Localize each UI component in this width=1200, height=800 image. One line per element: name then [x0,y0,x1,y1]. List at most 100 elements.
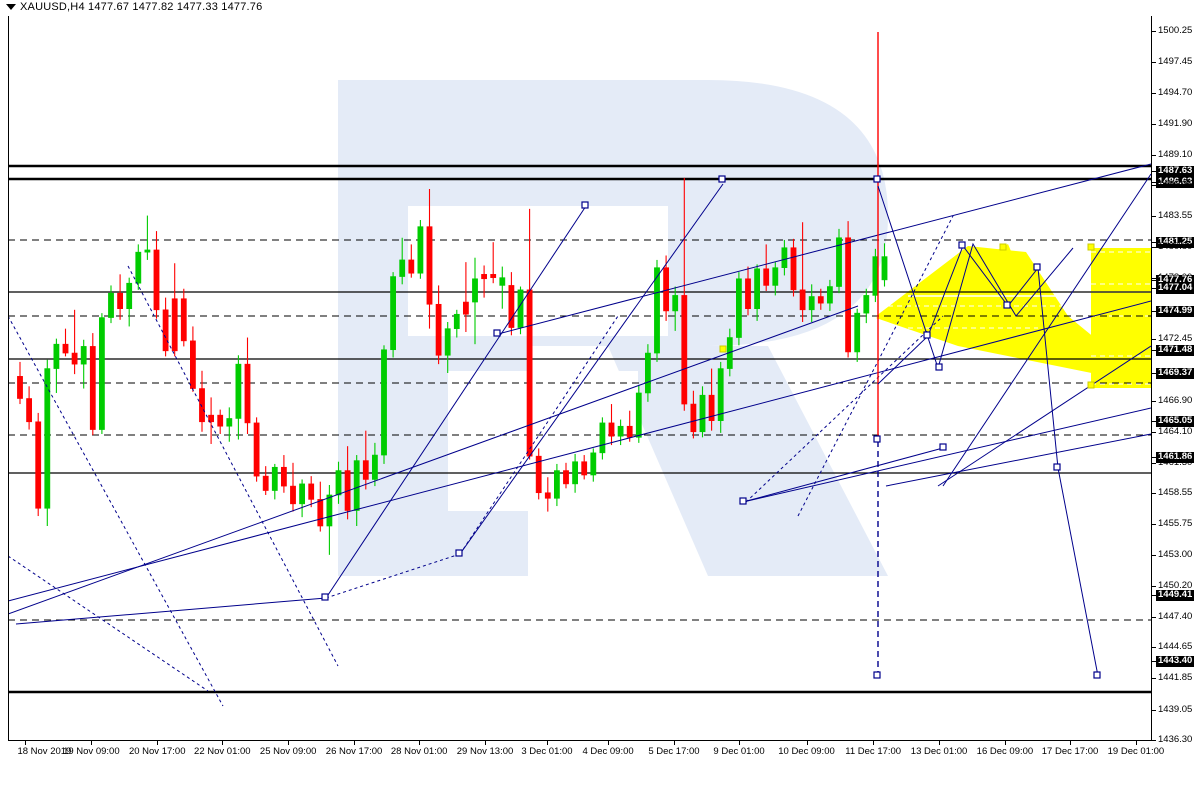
candlestick [108,285,114,324]
candle-body [235,363,242,419]
candle-body [199,388,205,423]
candlestick [208,397,214,444]
yellow-forecast-box [1091,248,1151,388]
time-axis-tick [608,741,610,745]
price-label: 1444.65 [1158,641,1193,653]
trendline-channel-low-2[interactable] [742,447,944,503]
trendline-descending-1[interactable] [8,555,209,692]
trendline-mid-ascending[interactable] [497,163,1151,335]
control-point[interactable] [1053,463,1061,471]
time-axis-tick [1070,741,1072,745]
price-label-highlighted[interactable]: 1465.05 [1156,415,1195,428]
harmonic-pattern-path-2[interactable] [877,185,1074,370]
time-axis-tick [739,741,741,745]
price-label: 1472.45 [1158,333,1193,345]
time-axis-tick [157,741,159,745]
price-axis[interactable]: 1500.25 1497.45 1494.70 1491.90 1489.10 1487.… [1152,16,1200,745]
yellow-triangle-lower [876,316,1151,385]
price-label-highlighted[interactable]: 1474.99 [1156,305,1195,318]
control-point[interactable] [873,671,881,679]
control-point[interactable] [455,549,463,557]
trendline-channel-low[interactable] [742,407,1151,503]
time-axis-tick [419,741,421,745]
candle-body [271,466,278,491]
candle-body [135,251,142,284]
price-axis-tick [1152,647,1156,649]
price-label: 1497.45 [1158,56,1193,67]
price-label: 1500.25 [1158,24,1193,36]
price-axis-tick [1152,616,1156,618]
zone-handle[interactable] [719,345,727,353]
time-label: 13 Dec 01:00 [910,746,968,757]
price-axis-tick [1152,92,1156,94]
price-label-highlighted[interactable]: 1481.25 [1156,235,1195,248]
price-axis-tick [1152,280,1156,282]
trendline-major-ascending[interactable] [8,300,1151,602]
control-point[interactable] [958,241,966,249]
trendline-wedge-left-a[interactable] [15,597,327,625]
price-label-highlighted[interactable]: 1486.63 [1156,175,1195,188]
control-point[interactable] [923,331,931,339]
zone-handle[interactable] [999,243,1007,251]
trendline-impulse-1[interactable] [325,205,587,599]
control-point[interactable] [939,443,947,451]
trendline-right-ascending-2[interactable] [937,345,1151,487]
candle-body [153,249,160,311]
control-point[interactable] [873,175,881,183]
price-label-highlighted[interactable]: 1449.41 [1156,588,1195,601]
trendline-descending-2[interactable] [8,315,224,707]
trendline-right-ascending[interactable] [942,173,1151,487]
chart-header: XAUUSD,H4 1477.67 1477.82 1477.33 1477.7… [0,0,1200,16]
control-point[interactable] [321,593,329,601]
control-point[interactable] [739,497,747,505]
time-label: 3 Dec 01:00 [521,746,573,757]
control-point[interactable] [935,363,943,371]
zone-handle[interactable] [1087,381,1095,389]
control-point[interactable] [493,329,501,337]
candle-body [117,292,123,310]
control-point-group[interactable] [321,175,1101,679]
price-axis-tick [1152,594,1156,596]
price-label-highlighted[interactable]: 1461.86 [1156,450,1195,463]
price-axis-tick [1152,339,1156,341]
time-axis[interactable]: 18 Nov 2019 19 Nov 09:00 20 Nov 17:00 22 No… [0,741,1200,800]
price-axis-tick [1152,709,1156,711]
candle-body [71,352,78,365]
candle-body [80,346,87,365]
control-point[interactable] [1093,671,1101,679]
zone-handle[interactable] [1087,243,1095,251]
control-point[interactable] [581,201,589,209]
candle-body [253,422,260,477]
yellow-triangle-upper [876,244,1038,336]
candle-body [171,298,178,352]
price-label-highlighted[interactable]: 1487.63 [1156,164,1195,177]
candle-body [35,421,42,509]
chart-plot-area[interactable] [8,16,1151,740]
control-point[interactable] [718,175,726,183]
trendline-impulse-3[interactable] [459,315,619,555]
candle-body [299,483,305,505]
control-point[interactable] [873,435,881,443]
control-point[interactable] [1033,263,1041,271]
candle-body [180,298,187,342]
trendline-wedge-left-b[interactable] [325,553,461,599]
harmonic-pattern-path[interactable] [877,244,1099,677]
candlestick [235,355,242,440]
price-label-highlighted[interactable]: 1443.40 [1156,655,1195,668]
trendline-right-low[interactable] [885,433,1151,487]
time-axis-tick [1004,741,1006,745]
plot-right-border [1151,16,1152,740]
price-label-highlighted[interactable]: 1469.37 [1156,367,1195,380]
time-axis-tick [673,741,675,745]
price-label-highlighted[interactable]: 1471.48 [1156,343,1195,356]
price-label-highlighted[interactable]: 1477.04 [1156,282,1195,295]
control-point[interactable] [1003,301,1011,309]
chevron-down-icon[interactable] [6,4,16,10]
price-axis-tick [1152,524,1156,526]
candle-body [226,418,233,427]
trendline-ascending-2[interactable] [8,305,859,615]
candle-body [326,494,333,527]
time-label: 20 Nov 17:00 [128,746,186,757]
price-label-highlighted[interactable]: 1477.76 [1156,274,1195,287]
